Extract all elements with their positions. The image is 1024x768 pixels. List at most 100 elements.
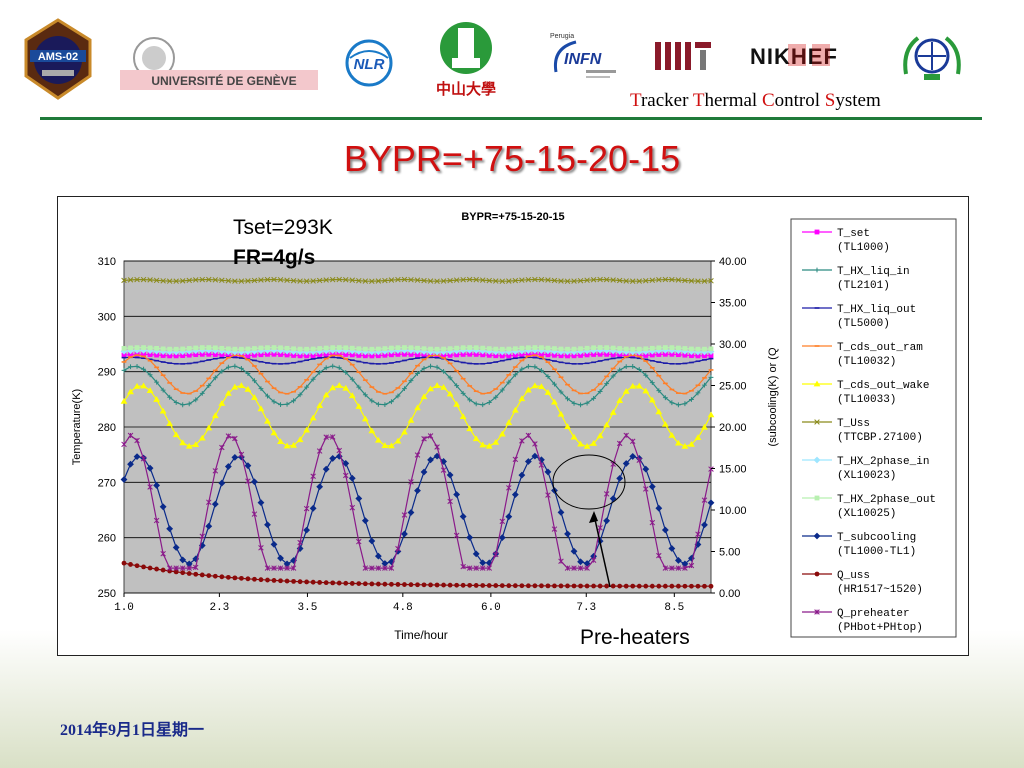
data-point <box>493 361 499 363</box>
data-point <box>278 578 283 584</box>
legend-label-tag: (TL2101) <box>837 280 890 292</box>
data-point <box>682 401 688 407</box>
data-point <box>323 356 329 359</box>
data-point <box>591 345 596 351</box>
data-point <box>297 386 303 388</box>
data-point <box>362 392 368 398</box>
data-point <box>121 361 127 363</box>
data-point <box>173 400 179 405</box>
data-point <box>708 374 714 380</box>
data-point <box>153 277 160 284</box>
y2-tick-label: 15.00 <box>719 464 747 476</box>
data-point <box>121 346 127 351</box>
data-point <box>578 583 583 589</box>
data-point <box>558 558 564 565</box>
data-point <box>519 438 525 444</box>
data-point <box>361 415 369 422</box>
data-point <box>180 353 186 358</box>
data-point <box>245 278 251 284</box>
data-point <box>669 400 675 406</box>
data-point <box>702 346 707 352</box>
data-point <box>441 346 446 352</box>
data-point <box>166 525 174 533</box>
data-point <box>499 518 506 525</box>
data-point <box>525 355 531 358</box>
data-point <box>271 345 277 351</box>
data-point <box>369 353 375 359</box>
data-point <box>374 552 382 560</box>
data-point <box>428 582 433 588</box>
data-point <box>571 400 577 406</box>
data-point <box>369 386 375 388</box>
data-point <box>166 565 173 571</box>
data-point <box>636 355 642 358</box>
data-point <box>310 353 316 359</box>
data-point <box>336 447 342 454</box>
data-point <box>531 452 539 460</box>
data-point <box>185 560 193 568</box>
data-point <box>173 278 179 284</box>
data-point <box>814 229 820 235</box>
data-point <box>415 345 420 351</box>
data-point <box>154 359 160 362</box>
data-point <box>388 442 395 449</box>
data-point <box>649 519 656 526</box>
data-point <box>238 278 245 284</box>
data-point <box>270 540 278 548</box>
data-point <box>356 371 362 374</box>
data-point <box>643 360 649 362</box>
y2-axis-label: (subcooling(K) or (Q <box>767 347 779 446</box>
data-point <box>675 277 682 283</box>
data-point <box>814 419 820 425</box>
data-point <box>395 582 401 587</box>
series-t-cds-out-ram <box>121 354 714 395</box>
data-point <box>375 391 381 393</box>
legend-label-tag: (TL10033) <box>837 394 896 406</box>
data-point <box>232 356 238 359</box>
data-point <box>401 428 408 435</box>
data-point <box>648 483 656 491</box>
data-point <box>610 367 616 370</box>
data-point <box>264 417 271 424</box>
data-point <box>146 387 154 393</box>
data-point <box>258 577 264 583</box>
data-point <box>545 345 551 351</box>
data-point <box>558 361 564 364</box>
chart-title: BYPR=+75-15-20-15 <box>461 211 564 223</box>
data-point <box>577 277 584 284</box>
data-point <box>291 390 296 393</box>
temperature-chart: BYPR=+75-15-20-15 250 260 270 280 290 300 310 0… <box>71 211 957 642</box>
data-point <box>219 362 225 364</box>
legend-label-tag: (XL10023) <box>837 470 896 482</box>
data-point <box>557 410 565 417</box>
series-t-hx-liq-in <box>121 363 714 408</box>
data-point <box>506 374 512 376</box>
data-point <box>179 565 186 571</box>
data-point <box>134 437 140 444</box>
data-point <box>199 276 206 283</box>
data-point <box>375 353 381 359</box>
data-point <box>133 453 141 461</box>
data-point <box>291 578 296 584</box>
data-point <box>408 358 414 360</box>
data-point <box>407 509 415 516</box>
data-point <box>473 276 479 283</box>
data-point <box>668 431 676 438</box>
data-point <box>271 565 277 571</box>
data-point <box>225 356 231 359</box>
data-point <box>252 352 257 358</box>
data-point <box>649 367 655 369</box>
series-t-uss <box>121 276 714 284</box>
data-point <box>368 427 376 434</box>
data-point <box>317 357 323 359</box>
data-point <box>218 479 226 487</box>
data-point <box>304 384 310 390</box>
y-tick-label: 310 <box>98 256 116 268</box>
data-point <box>675 402 681 408</box>
data-point <box>570 433 578 440</box>
data-point <box>591 583 596 589</box>
data-point <box>493 388 499 390</box>
data-point <box>552 346 557 352</box>
data-point <box>544 468 552 476</box>
data-point <box>532 364 538 370</box>
